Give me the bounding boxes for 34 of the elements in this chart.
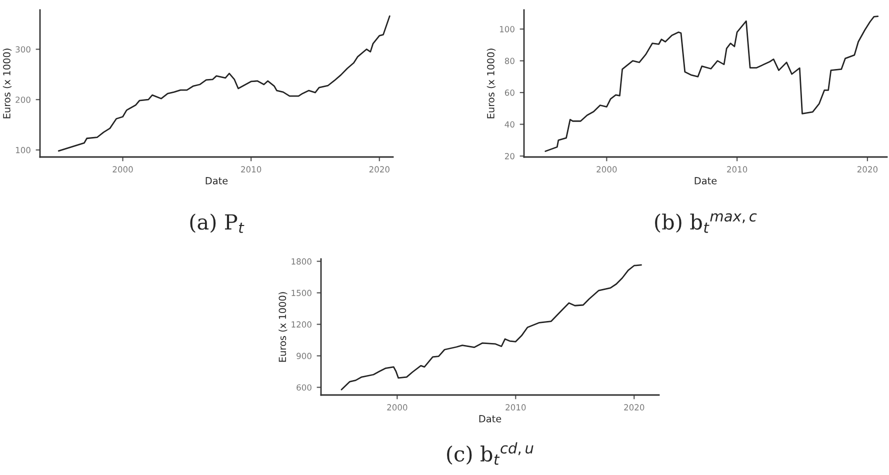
- x-tick-label: 2010: [727, 166, 748, 172]
- y-tick-label: 900: [296, 352, 312, 360]
- text: (c) b$_{t}$$^{cd,u}$: [447, 442, 534, 465]
- line-series: [58, 15, 390, 152]
- x-axis-title: Date: [206, 177, 228, 184]
- line-series: [340, 264, 642, 390]
- x-tick-label: 2020: [369, 166, 390, 172]
- y-tick-label: 1500: [292, 290, 312, 296]
- y-axis-title: Euros (x 1000): [486, 48, 496, 118]
- x-tick-label: 2000: [387, 404, 408, 410]
- x-axis-title: Date: [694, 177, 717, 184]
- text: (b) b$_{t}$$^{max,c}$: [655, 213, 757, 233]
- y-tick-label: 40: [504, 121, 514, 128]
- y-tick-label: 80: [504, 58, 514, 64]
- y-tick-label: 100: [500, 26, 514, 32]
- x-tick-label: 2000: [596, 166, 617, 172]
- y-tick-label: 60: [504, 90, 514, 96]
- y-axis-title: Euros (x 1000): [2, 48, 12, 118]
- line-series: [544, 16, 879, 152]
- y-axis-title: Euros (x 1000): [278, 292, 288, 362]
- y-tick-label: 200: [16, 96, 30, 103]
- y-tick-label: 100: [16, 146, 30, 154]
- x-tick-label: 2000: [112, 166, 133, 172]
- y-tick-label: 20: [504, 153, 514, 160]
- y-tick-label: 600: [296, 384, 312, 391]
- x-axis-title: Date: [479, 415, 502, 422]
- text: (a) P$_{t}$: [190, 214, 244, 233]
- x-tick-label: 2010: [506, 404, 526, 410]
- x-tick-label: 2020: [624, 404, 644, 410]
- y-tick-label: 1800: [292, 258, 312, 265]
- x-tick-label: 2010: [241, 166, 262, 172]
- y-tick-label: 300: [16, 46, 30, 53]
- x-tick-label: 2020: [857, 166, 878, 172]
- y-tick-label: 1200: [292, 321, 312, 328]
